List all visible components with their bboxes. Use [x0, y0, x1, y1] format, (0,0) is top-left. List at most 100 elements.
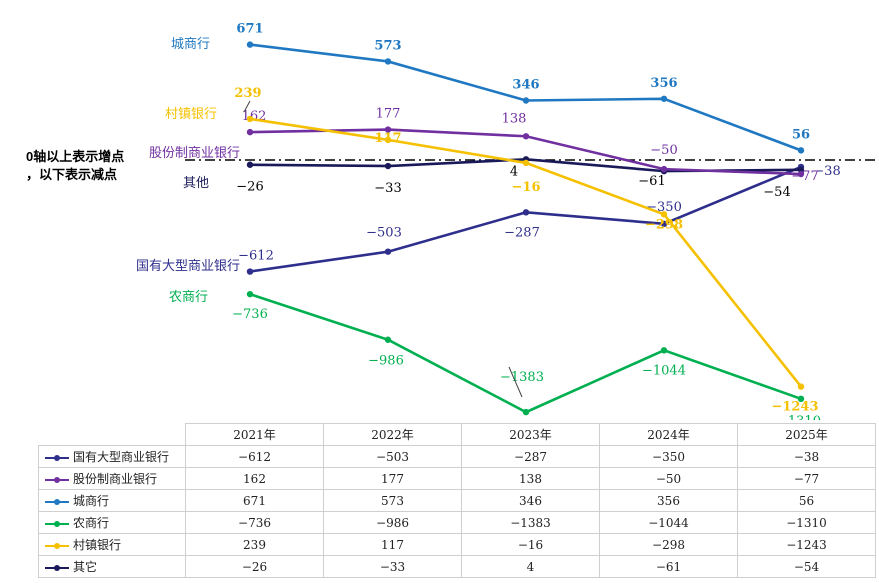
data-point [384, 336, 392, 343]
legend-swatch [45, 475, 69, 485]
table-cell: −736 [185, 511, 324, 534]
series-name-label: 城商行 [171, 37, 210, 52]
zero-axis-note-line-2: ，以下表示减点 [26, 167, 118, 182]
data-point [660, 220, 668, 228]
data-point [797, 170, 805, 178]
data-point [246, 41, 254, 48]
data-point [797, 395, 805, 403]
data-label: −77 [791, 169, 818, 184]
table-row-label: 其它 [38, 555, 186, 578]
data-label: 117 [374, 131, 401, 146]
table-row: 其它 −26 −33 4 −61 −54 [38, 555, 876, 578]
data-point [246, 290, 254, 298]
table-col-header: 2022年 [323, 423, 462, 446]
table-cell: −1383 [461, 511, 600, 534]
zero-axis-note: 0轴以上表示增点 ，以下表示减点 [26, 148, 124, 184]
table-cell: −1310 [737, 511, 876, 534]
table-cell: 671 [185, 489, 324, 512]
table-cell: 573 [323, 489, 462, 512]
data-point [660, 347, 668, 354]
line-chart: −736 −986 −1383 −1044 −1310 农商行 −612 −503 −287 −3… [136, 22, 876, 420]
table-cell: −77 [737, 467, 876, 490]
data-table: 2021年 2022年 2023年 2024年 2025年 国有大型商业银行 −6… [38, 423, 876, 578]
table-cell: 117 [323, 533, 462, 556]
table-cell: 162 [185, 467, 324, 490]
legend-swatch [45, 563, 69, 573]
table-cell: −503 [323, 445, 462, 468]
table-col-header: 2025年 [737, 423, 876, 446]
data-point [246, 268, 254, 275]
series-line [249, 292, 802, 414]
table-row-label-text: 国有大型商业银行 [73, 450, 170, 464]
zero-axis-note-line-1: 0轴以上表示增点 [26, 149, 125, 164]
legend-swatch [45, 519, 69, 529]
table-row-label-text: 村镇银行 [73, 538, 122, 552]
data-label: −38 [813, 164, 840, 179]
data-point [797, 147, 805, 154]
legend-swatch [45, 541, 69, 551]
table-row-label: 村镇银行 [38, 533, 186, 556]
data-label: 239 [234, 86, 261, 101]
table-row-label: 城商行 [38, 489, 186, 512]
data-label: 346 [512, 77, 539, 92]
table-row: 国有大型商业银行 −612 −503 −287 −350 −38 [38, 445, 876, 468]
table-cell: 177 [323, 467, 462, 490]
data-label: −1044 [642, 363, 686, 378]
table-cell: 56 [737, 489, 876, 512]
data-point [384, 162, 392, 170]
data-label: −61 [638, 174, 665, 189]
data-label: 573 [374, 38, 401, 53]
leader-line [508, 366, 523, 398]
data-point [660, 165, 668, 173]
data-label: −1310 [777, 414, 821, 420]
table-cell: −26 [185, 555, 324, 578]
data-point [522, 209, 530, 216]
table-row-label-text: 股份制商业银行 [73, 472, 158, 486]
data-point [384, 126, 392, 133]
series-name-label: 国有大型商业银行 [136, 259, 240, 274]
data-label: 56 [792, 127, 810, 142]
data-label: 671 [236, 22, 263, 37]
data-label: −26 [236, 180, 263, 195]
data-label: 4 [510, 164, 518, 179]
table-cell: −1044 [599, 511, 738, 534]
legend-swatch [45, 497, 69, 507]
data-label: −1383 [500, 370, 544, 385]
data-point [522, 408, 530, 416]
data-label: −33 [374, 181, 401, 196]
leader-line [243, 100, 251, 113]
data-label: −612 [238, 249, 274, 264]
table-row-label: 农商行 [38, 511, 186, 534]
series-name-label: 村镇银行 [165, 107, 217, 122]
table-row-label: 股份制商业银行 [38, 467, 186, 490]
table-cell: −38 [737, 445, 876, 468]
data-label: −50 [650, 143, 677, 158]
table-cell: −50 [599, 467, 738, 490]
table-cell: −61 [599, 555, 738, 578]
data-label: 177 [376, 107, 401, 122]
data-point [522, 133, 530, 140]
data-label: −986 [368, 354, 404, 369]
data-label: −736 [232, 307, 268, 322]
data-point [660, 95, 668, 102]
table-row-label: 国有大型商业银行 [38, 445, 186, 468]
data-point [522, 97, 530, 104]
table-cell: −1243 [737, 533, 876, 556]
table-row: 股份制商业银行 162 177 138 −50 −77 [38, 467, 876, 490]
data-label: −503 [366, 226, 402, 241]
table-cell: −350 [599, 445, 738, 468]
data-label: 356 [650, 76, 677, 91]
table-col-header: 2021年 [185, 423, 324, 446]
table-row: 城商行 671 573 346 356 56 [38, 489, 876, 512]
table-col-header: 2023年 [461, 423, 600, 446]
table-row-label-text: 农商行 [73, 516, 110, 530]
table-cell: −33 [323, 555, 462, 578]
table-cell: 356 [599, 489, 738, 512]
table-row-label-text: 城商行 [73, 494, 110, 508]
data-point [797, 383, 805, 390]
data-point [246, 128, 254, 136]
series-name-label: 其他 [183, 176, 209, 191]
table-cell: 239 [185, 533, 324, 556]
data-label: −16 [512, 180, 541, 195]
data-point [660, 211, 668, 218]
